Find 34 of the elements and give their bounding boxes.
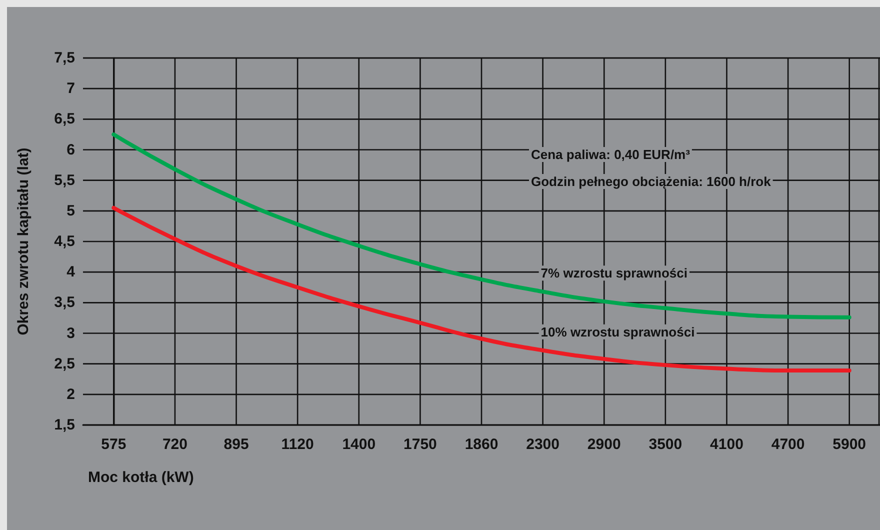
- y-tick-label: 7,5: [54, 50, 75, 66]
- x-axis-title: Moc kotła (kW): [88, 469, 194, 486]
- x-tick-label: 4100: [710, 436, 744, 453]
- x-tick-label: 3500: [648, 436, 682, 453]
- line-series: [112, 206, 852, 373]
- x-tick-label: 4700: [771, 436, 805, 453]
- y-tick-label: 4: [66, 264, 76, 281]
- x-tick-label: 1400: [342, 436, 376, 453]
- series-label: 10% wzrostu sprawności: [540, 324, 695, 340]
- y-tick-label: 6,5: [54, 110, 75, 128]
- y-tick-label: 4,5: [54, 233, 75, 250]
- x-tick-label: 895: [224, 436, 249, 453]
- x-tick-label: 1750: [404, 436, 437, 453]
- line-series: [112, 132, 852, 320]
- series-label: 7% wzrostu sprawności: [540, 266, 688, 281]
- annotation: Cena paliwa: 0,40 EUR/m³: [531, 147, 691, 162]
- x-tick-label: 2300: [526, 436, 560, 453]
- y-tick-label: 2: [66, 386, 75, 403]
- y-tick-label: 2,5: [54, 355, 75, 372]
- y-tick-label: 5,5: [54, 172, 75, 189]
- y-tick-label: 5: [66, 202, 75, 220]
- x-tick-label: 575: [101, 436, 126, 453]
- y-tick-label: 3: [66, 324, 75, 342]
- x-tick-label: 5900: [832, 436, 866, 453]
- y-tick-label: 6: [66, 141, 75, 158]
- x-tick-label: 1120: [281, 436, 314, 453]
- annotation: Godzin pełnego obciążenia: 1600 h/rok: [531, 174, 772, 189]
- y-tick-label: 7: [66, 80, 75, 98]
- x-tick-label: 720: [162, 436, 188, 453]
- y-axis-title: Okres zwrotu kapitału (lat): [15, 148, 32, 336]
- y-tick-label: 3,5: [54, 294, 75, 312]
- y-tick-label: 1,5: [54, 416, 75, 434]
- x-tick-label: 1860: [464, 436, 498, 453]
- x-tick-label: 2900: [587, 436, 621, 453]
